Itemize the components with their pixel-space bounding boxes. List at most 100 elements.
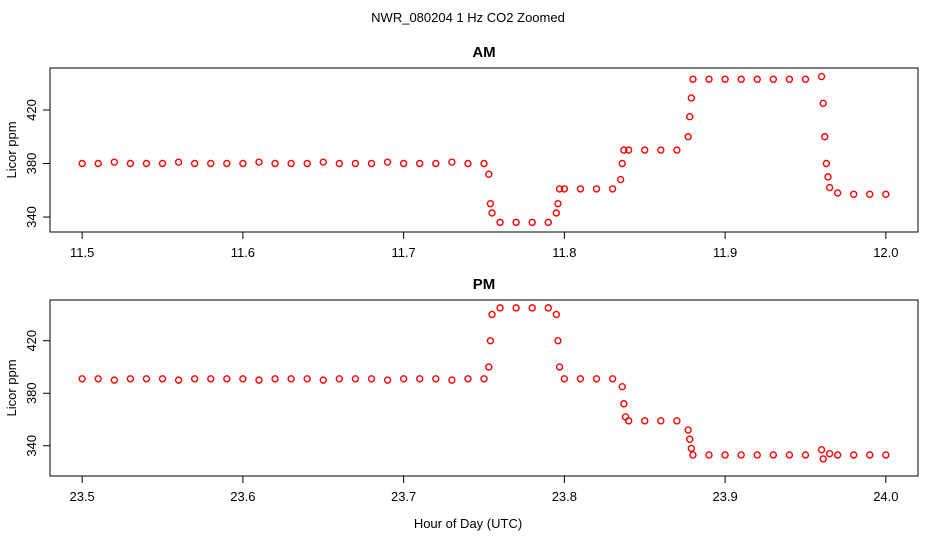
data-point [174, 158, 183, 166]
data-point [485, 363, 493, 371]
panel-title: AM [472, 44, 495, 61]
data-point [592, 185, 601, 193]
data-point [496, 304, 504, 312]
data-point [769, 451, 778, 459]
data-point [641, 146, 649, 154]
data-point [560, 375, 569, 383]
data-point [432, 159, 440, 168]
data-point [399, 375, 408, 383]
y-axis-label: Licor ppm [4, 359, 19, 416]
data-point [544, 218, 552, 227]
data-point [78, 159, 86, 168]
data-point [657, 146, 665, 154]
data-point [496, 218, 504, 227]
data-point [512, 304, 520, 312]
data-point [825, 449, 834, 458]
data-point [190, 375, 199, 383]
data-point [303, 159, 311, 168]
data-point [705, 75, 713, 83]
x-tick-label: 23.8 [552, 489, 577, 504]
data-point [721, 451, 729, 459]
data-point [833, 189, 842, 197]
data-point [303, 375, 311, 383]
data-point [616, 175, 625, 184]
data-point [158, 375, 167, 383]
data-point [190, 159, 199, 168]
data-point [822, 159, 831, 168]
data-point [592, 375, 601, 383]
data-point [785, 75, 794, 83]
data-point [416, 159, 424, 168]
data-point [737, 75, 745, 83]
data-point [689, 75, 697, 83]
data-point [737, 451, 745, 459]
data-point [687, 444, 696, 453]
data-point [705, 451, 713, 459]
data-point [383, 376, 392, 384]
data-point [158, 159, 167, 168]
data-point [488, 209, 496, 217]
data-point [351, 159, 360, 168]
data-point [399, 159, 408, 168]
data-point [673, 417, 681, 425]
data-point [554, 337, 562, 345]
data-point [684, 426, 692, 434]
data-point [554, 199, 562, 208]
y-tick-label: 420 [24, 99, 39, 121]
y-tick-label: 420 [24, 330, 39, 352]
data-point [721, 75, 729, 83]
data-point [882, 451, 890, 459]
data-point [850, 190, 858, 198]
data-point [239, 159, 247, 168]
data-point [620, 146, 628, 154]
data-point [576, 375, 585, 383]
data-point [335, 375, 344, 383]
data-point [687, 94, 696, 102]
x-tick-label: 23.5 [69, 489, 94, 504]
data-point [367, 159, 376, 168]
data-point [488, 310, 496, 319]
data-point [126, 375, 135, 383]
panel-title: PM [473, 276, 496, 293]
data-point [432, 375, 440, 383]
data-point [624, 417, 633, 425]
figure-title: NWR_080204 1 Hz CO2 Zoomed [371, 10, 565, 25]
data-point [866, 451, 874, 459]
data-point [271, 159, 279, 168]
data-point [817, 446, 826, 454]
data-point [753, 75, 761, 83]
x-tick-label: 24.0 [873, 489, 898, 504]
data-point [576, 185, 585, 193]
y-tick-label: 340 [24, 206, 39, 228]
data-point [319, 376, 327, 384]
data-point [753, 451, 761, 459]
data-point [367, 375, 376, 383]
data-point [528, 218, 536, 227]
data-point [78, 375, 86, 383]
data-point [821, 133, 829, 141]
data-point [620, 400, 628, 408]
data-point [486, 199, 495, 208]
data-point [882, 190, 890, 198]
plot-frame [49, 299, 919, 477]
data-point [817, 72, 826, 81]
data-point [528, 304, 536, 312]
y-axis-label: Licor ppm [4, 121, 19, 178]
x-tick-label: 23.7 [391, 489, 416, 504]
data-point [825, 183, 834, 192]
data-point [448, 158, 456, 166]
data-point [287, 375, 295, 383]
data-point [126, 159, 135, 168]
data-point [624, 146, 633, 154]
x-tick-label: 23.6 [230, 489, 255, 504]
data-point [287, 159, 295, 168]
data-point [657, 417, 665, 425]
data-point [480, 375, 488, 383]
data-point [850, 451, 858, 459]
y-tick-label: 340 [24, 435, 39, 457]
data-point [686, 435, 694, 443]
data-point [94, 375, 102, 383]
data-point [480, 159, 488, 168]
